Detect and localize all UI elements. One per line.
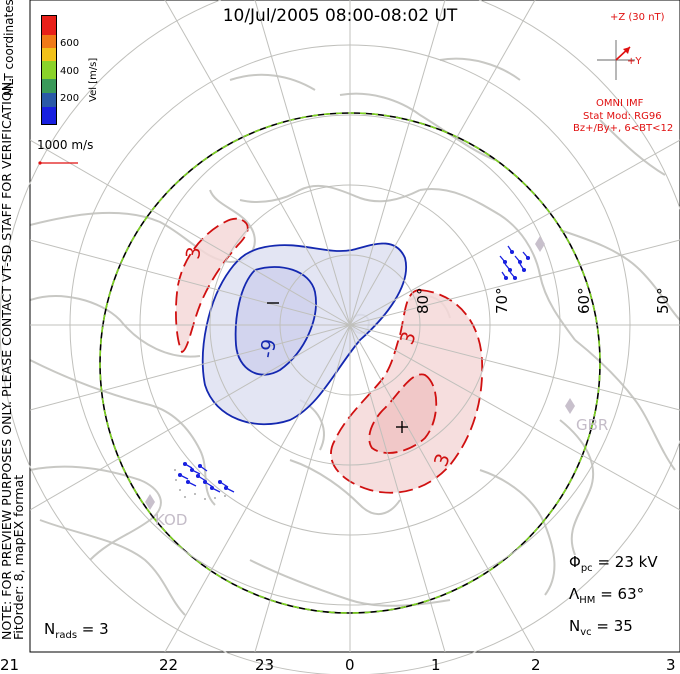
station-label-kod: KOD — [155, 511, 188, 529]
n-vc-symbol: Nvc = — [569, 617, 614, 638]
mlt-meridians — [30, 0, 680, 652]
colorbar-label: Vel [m/s] — [88, 57, 99, 102]
colorbar-tick-200: 200 — [60, 93, 80, 104]
velocity-colorbar — [41, 15, 57, 125]
latitude-label-80: 80° — [414, 287, 432, 314]
colorbar-swatch — [42, 61, 56, 79]
imf-condition: Bz+/By+, 6<BT<12 — [573, 123, 674, 134]
station-marker-gbr — [565, 398, 575, 414]
mlt-label-23: 23 — [255, 656, 275, 674]
mlt-label-2: 2 — [531, 656, 541, 674]
fov-dots-kod — [174, 469, 226, 500]
positive-cell-inner — [368, 373, 438, 454]
station-marker-third — [535, 236, 545, 252]
phi-pc-symbol: Φpc = — [569, 553, 615, 574]
scale-vector-origin — [38, 161, 42, 165]
colorbar-swatch — [42, 79, 56, 93]
imf-source: OMNI IMF — [596, 98, 644, 109]
imf-y-label: +Y — [627, 56, 642, 67]
colorbar-swatch — [42, 48, 56, 61]
velocity-vectors-gbr — [499, 245, 531, 281]
imf-clock — [597, 40, 635, 80]
mlt-label-3: 3 — [666, 656, 676, 674]
colorbar-swatch — [42, 107, 56, 124]
colorbar-swatch — [42, 35, 56, 48]
latitude-label-50: 50° — [654, 287, 672, 314]
radar-count: Nrads = 3 — [44, 620, 109, 641]
n-rads-symbol: Nrads = — [44, 620, 100, 641]
page-title: 10/Jul/2005 08:00-08:02 UT — [222, 6, 458, 26]
fit-order-note: FitOrder: 8, mapEX format — [11, 474, 26, 640]
colorbar-swatch — [42, 93, 56, 107]
mlt-label-22: 22 — [159, 656, 179, 674]
colorbar-swatch — [42, 16, 56, 35]
imf-z-label: +Z (30 nT) — [610, 12, 665, 23]
station-marker-kod — [145, 494, 155, 510]
negative-contour-label: -9 — [256, 337, 281, 360]
mlt-label-0: 0 — [345, 656, 355, 674]
n-rads-value: 3 — [99, 620, 109, 638]
cross-polar-potential: Φpc = 23 kV — [569, 553, 658, 574]
mlt-label-1: 1 — [431, 656, 441, 674]
lambda-hm-symbol: ΛHM = — [569, 585, 618, 606]
vector-count: Nvc = 35 — [569, 617, 633, 638]
imf-model: Stat Mod: RG96 — [583, 111, 662, 122]
plot-frame — [29, 0, 680, 653]
positive-cell-small — [175, 217, 249, 354]
hm-latitude: ΛHM = 63° — [569, 585, 644, 606]
lambda-hm-value: 63° — [617, 585, 645, 603]
latitude-label-60: 60° — [575, 287, 593, 314]
colorbar-tick-600: 600 — [60, 38, 80, 49]
velocity-vectors-kod — [177, 461, 235, 493]
n-vc-value: 35 — [613, 617, 633, 635]
scale-vector-label: 1000 m/s — [37, 138, 94, 152]
mlt-label-21: 21 — [0, 656, 20, 674]
latitude-label-70: 70° — [493, 287, 511, 314]
colorbar-tick-400: 400 — [60, 66, 80, 77]
max-potential-marker — [396, 421, 408, 433]
phi-pc-value: 23 kV — [614, 553, 658, 571]
station-label-gbr: GBR — [576, 416, 609, 434]
